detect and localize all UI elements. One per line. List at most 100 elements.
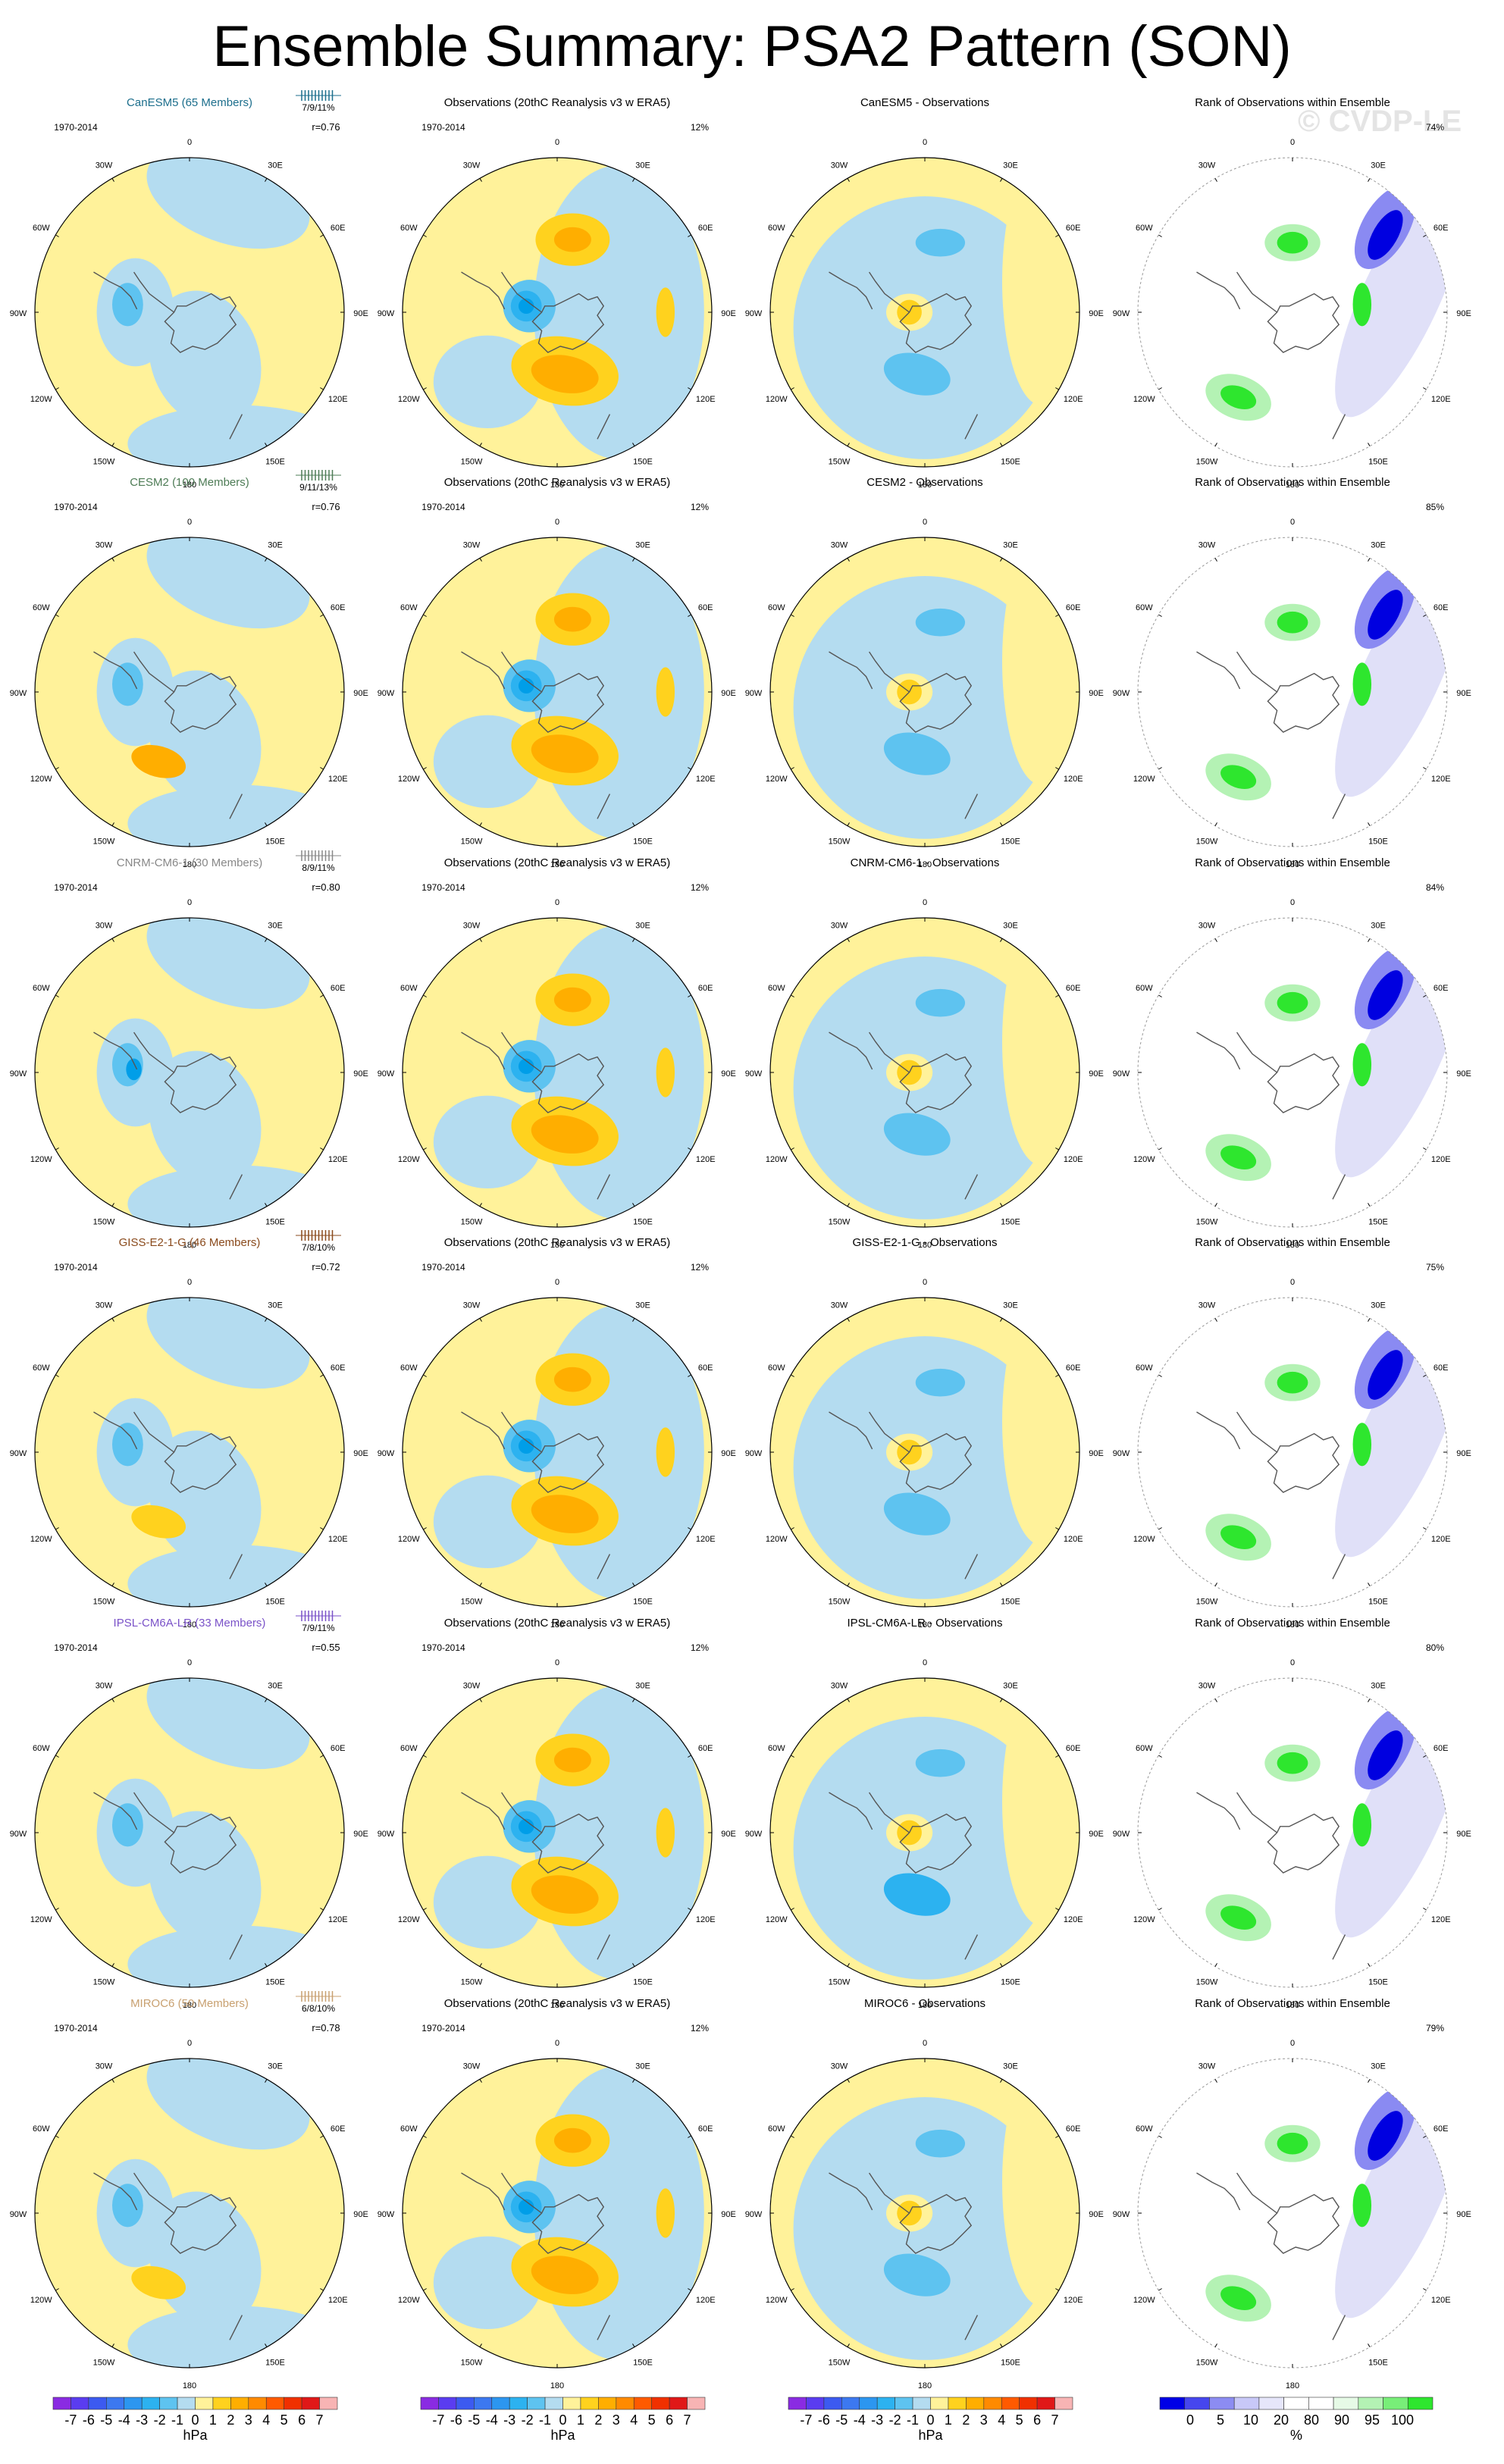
south-america-outline (461, 271, 506, 310)
lon-tick (1368, 178, 1371, 182)
new-zealand-outline (1332, 1554, 1346, 1580)
rank-lowest-region (1368, 1730, 1403, 1780)
lon-label-120W: 120W (398, 1535, 420, 1544)
lon-tick (479, 1699, 482, 1702)
lon-label-60W: 60W (33, 2124, 50, 2134)
lon-tick (688, 614, 691, 617)
colorbar-swatch (1383, 2397, 1408, 2410)
lon-label-120E: 120E (328, 775, 348, 784)
lon-label-180: 180 (1286, 481, 1299, 490)
lon-label-150W: 150W (93, 458, 115, 467)
lon-tick (1368, 558, 1371, 562)
lon-label-180: 180 (183, 2001, 196, 2010)
lon-label-150W: 150W (1196, 1218, 1218, 1227)
colorbar-swatch (1036, 2397, 1055, 2410)
lon-tick (1000, 1318, 1003, 1322)
lon-tick (1158, 1527, 1162, 1530)
colorbar-tick-label: -7 (800, 2412, 812, 2428)
peninsula-outline (501, 2172, 543, 2214)
lon-label-120E: 120E (1064, 1915, 1083, 1924)
variance-stats: 8/9/11% (302, 863, 334, 873)
lon-label-120E: 120E (328, 1915, 348, 1924)
rank-panel: Rank of Observations within Ensemble 74% 0… (1113, 96, 1471, 490)
lon-label-150W: 150W (1196, 1978, 1218, 1987)
rank-title: Rank of Observations within Ensemble (1195, 1997, 1390, 2010)
neg-core (112, 283, 143, 327)
lon-label-60W: 60W (1136, 984, 1153, 993)
colorbar-tick-label: 0 (926, 2412, 934, 2428)
peninsula-outline (869, 651, 910, 693)
lon-label-90E: 90E (1456, 1069, 1471, 1079)
lon-label-90W: 90W (745, 309, 763, 318)
neg-region (534, 545, 704, 839)
lon-label-60W: 60W (768, 1363, 785, 1373)
lon-label-0: 0 (923, 1658, 927, 1667)
lon-label-90E: 90E (1456, 1449, 1471, 1458)
south-america-outline (461, 2172, 506, 2211)
colorbar-rank: 0 5 10 20 80 90 95 100% (1159, 2397, 1434, 2443)
pos-core (553, 1367, 591, 1392)
lon-tick (791, 1374, 794, 1377)
lon-tick (632, 1699, 635, 1702)
lon-label-90W: 90W (378, 689, 395, 698)
neg-region (793, 2097, 1057, 2360)
lon-label-150W: 150W (829, 458, 851, 467)
lon-label-120W: 120W (398, 1155, 420, 1164)
lon-label-120W: 120W (766, 1915, 788, 1924)
lon-label-150W: 150W (461, 838, 483, 847)
lon-tick (55, 994, 59, 997)
peninsula-outline (1236, 2172, 1278, 2214)
rank-highest-region (1277, 231, 1308, 254)
lon-tick (265, 1963, 268, 1967)
period-label: 1970-2014 (421, 502, 465, 512)
lon-label-30E: 30E (1371, 1301, 1386, 1310)
lon-tick (55, 2135, 59, 2138)
contour-field (35, 1678, 344, 1987)
lon-label-90E: 90E (1089, 309, 1104, 318)
lon-label-60W: 60W (400, 1744, 418, 1753)
lon-tick (479, 1963, 482, 1967)
lon-label-180: 180 (918, 860, 932, 869)
lon-label-60W: 60W (768, 603, 785, 612)
pos-region (1002, 918, 1079, 1166)
lon-label-120W: 120W (398, 395, 420, 404)
lon-tick (265, 1583, 268, 1586)
lon-tick (1423, 994, 1427, 997)
contour-field (770, 918, 1079, 1227)
lon-label-60E: 60E (1434, 224, 1449, 233)
south-america-outline (829, 2172, 873, 2211)
pos-region (656, 667, 675, 717)
lon-tick (265, 558, 268, 562)
lon-label-90E: 90E (1456, 1830, 1471, 1839)
lon-label-120E: 120E (1064, 1155, 1083, 1164)
lon-label-90W: 90W (10, 1449, 27, 1458)
lon-tick (1055, 1374, 1059, 1377)
lon-label-120W: 120W (1133, 1535, 1155, 1544)
lon-label-120E: 120E (328, 2296, 348, 2305)
lon-label-120E: 120E (696, 2296, 716, 2305)
lon-tick (688, 234, 691, 237)
new-zealand-outline (1332, 794, 1346, 819)
lon-label-0: 0 (555, 138, 559, 147)
lon-tick (1214, 558, 1217, 562)
new-zealand-outline (964, 1174, 979, 1200)
colorbar-tick-label: 80 (1304, 2412, 1319, 2428)
lon-tick (1368, 1699, 1371, 1702)
lon-tick (1055, 234, 1059, 237)
pattern-correlation: r=0.72 (312, 1261, 340, 1273)
rank-field (1138, 158, 1447, 467)
lon-label-150W: 150W (93, 2359, 115, 2368)
lon-tick (320, 2135, 324, 2138)
south-america-outline (93, 1792, 138, 1830)
neg-core (883, 1492, 951, 1536)
contour-field (770, 537, 1079, 847)
lon-label-0: 0 (1290, 2039, 1295, 2048)
colorbar-tick-label: 0 (559, 2412, 566, 2428)
lon-tick (1423, 234, 1427, 237)
lon-tick (688, 1374, 691, 1377)
peninsula-outline (1236, 271, 1278, 313)
lon-label-150W: 150W (461, 1978, 483, 1987)
colorbar-swatch (301, 2397, 320, 2410)
lon-tick (111, 938, 114, 942)
lon-label-60E: 60E (1434, 984, 1449, 993)
